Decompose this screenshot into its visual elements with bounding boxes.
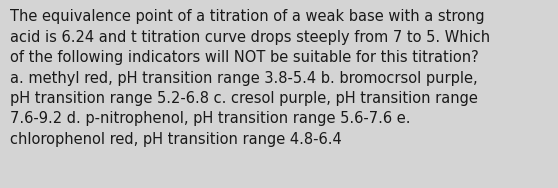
Text: The equivalence point of a titration of a weak base with a strong
acid is 6.24 a: The equivalence point of a titration of … bbox=[10, 9, 490, 147]
